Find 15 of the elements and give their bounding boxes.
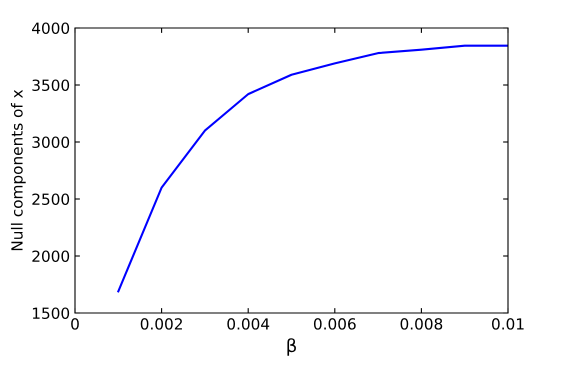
y-axis-title: Null components of x: [10, 90, 26, 250]
y-tick-label: 4000: [32, 22, 70, 34]
x-axis-title: β: [287, 338, 296, 356]
y-tick-label: 3000: [32, 136, 70, 148]
y-tick-label: 3500: [32, 79, 70, 92]
x-tick-label: 0: [71, 318, 79, 330]
x-tick-label: 0.002: [140, 318, 182, 330]
x-tick-label: 0.01: [492, 318, 524, 330]
line-series: [117, 44, 508, 292]
x-tick-label: 0.004: [227, 318, 270, 330]
x-tick-label: 0.006: [314, 318, 356, 330]
x-tick-label: 0.008: [400, 318, 442, 330]
y-tick-label: 1500: [32, 307, 70, 320]
y-tick-label: 2000: [32, 250, 70, 262]
y-tick-label: 2500: [32, 193, 70, 206]
